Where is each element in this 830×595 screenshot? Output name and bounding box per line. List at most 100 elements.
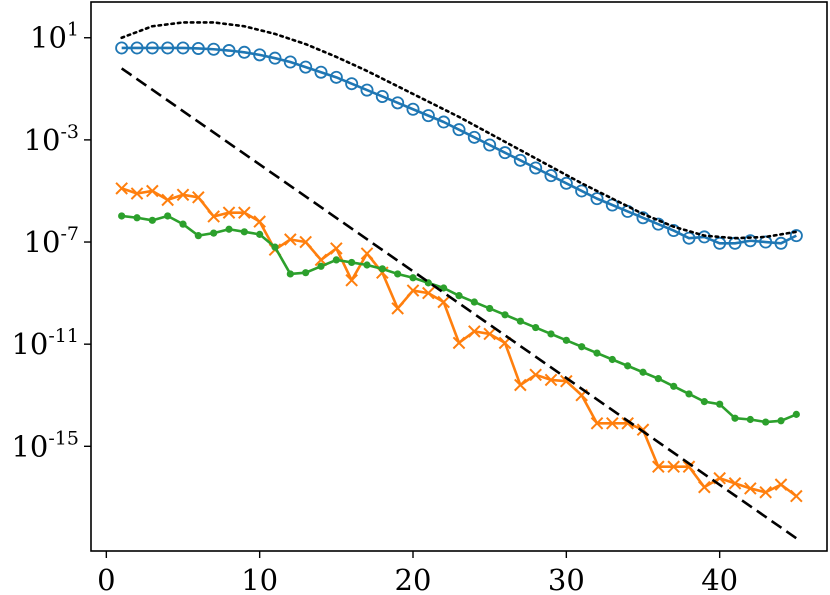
series-2-point-21 [440, 284, 448, 292]
series-2-point-10 [271, 243, 279, 251]
series-1-point-9 [253, 215, 266, 228]
series-2-point-29 [562, 336, 570, 344]
series-2-point-14 [332, 256, 340, 264]
series-2-point-40 [731, 414, 739, 422]
series-2-point-19 [409, 274, 417, 282]
series-2-point-26 [516, 317, 524, 325]
series-1-point-3 [161, 193, 174, 207]
series-2-point-13 [317, 262, 325, 270]
series-2-point-36 [670, 382, 678, 390]
series-2-point-0 [118, 212, 126, 220]
series-1-point-38 [698, 480, 711, 494]
series-0-point-19 [406, 102, 420, 116]
series-2-point-37 [685, 390, 693, 398]
series-2-point-25 [501, 311, 509, 319]
x-tick-label-1: 10 [241, 563, 278, 595]
series-0-point-5 [191, 41, 205, 55]
series-1-point-32 [606, 417, 619, 430]
x-tick-label-3: 30 [548, 563, 585, 595]
series-1-point-35 [652, 460, 665, 474]
series-2-point-2 [148, 216, 156, 224]
series-1-point-2 [146, 184, 159, 198]
series-1-point-4 [176, 188, 190, 202]
series-2-point-27 [532, 323, 540, 332]
series-0-point-22 [452, 123, 466, 137]
series-1-point-11 [284, 233, 297, 246]
series-2-point-12 [302, 269, 310, 277]
y-tick-label-4: 10-15 [11, 427, 79, 463]
series-0-point-2 [145, 41, 159, 55]
series-2-point-1 [133, 214, 141, 222]
series-1-point-0 [115, 182, 128, 195]
series-2-point-42 [762, 418, 770, 426]
series-2-point-16 [363, 261, 371, 269]
series-0-point-7 [222, 44, 236, 58]
series-2-point-11 [286, 270, 294, 278]
series-1-point-26 [514, 378, 527, 392]
series-3 [120, 67, 798, 540]
series-2-point-18 [394, 270, 402, 278]
series-4-line [120, 21, 798, 240]
series-0-point-16 [360, 83, 374, 97]
series-1-point-29 [560, 374, 573, 388]
series-3-line [120, 67, 798, 540]
series-2-point-41 [746, 415, 754, 424]
series-2-point-9 [256, 230, 264, 238]
series-1-point-42 [759, 485, 772, 499]
series-0-point-23 [467, 130, 481, 144]
series-2-point-24 [486, 304, 494, 313]
series-0-point-21 [437, 115, 451, 129]
series-0-point-12 [299, 60, 313, 74]
series-1-point-19 [406, 284, 420, 297]
series-0-point-41 [743, 234, 757, 248]
series-1-point-5 [192, 191, 205, 204]
series-2-point-43 [777, 417, 785, 425]
series-2-point-34 [639, 368, 647, 376]
series-2-point-38 [700, 398, 708, 406]
series-2-point-7 [225, 225, 233, 233]
series-1-point-8 [238, 206, 251, 219]
x-tick-label-0: 0 [97, 563, 115, 595]
series-1-point-6 [207, 210, 220, 223]
series-1-point-22 [452, 336, 466, 350]
y-tick-label-0: 101 [30, 19, 79, 55]
series-0-point-10 [268, 51, 282, 65]
series-1-point-27 [529, 368, 542, 382]
series-1-point-15 [345, 274, 358, 287]
series-0-point-9 [253, 48, 267, 62]
series-1-point-43 [774, 478, 788, 491]
series-0-point-34 [636, 211, 650, 225]
series-0-point-30 [575, 184, 589, 198]
x-axis: 0 10 20 30 40 [97, 551, 738, 595]
series-2-point-6 [210, 229, 218, 237]
series-2-point-39 [716, 400, 724, 408]
series-2-point-32 [608, 355, 616, 364]
series-0-point-11 [283, 55, 297, 69]
series-0-point-26 [513, 153, 527, 167]
series-1 [115, 182, 803, 503]
series-1-point-23 [468, 325, 481, 338]
series-2-point-44 [792, 410, 800, 418]
y-tick-label-1: 10-3 [24, 121, 79, 157]
series-0-point-15 [345, 77, 359, 91]
series-1-point-37 [682, 460, 696, 474]
series-0-point-4 [176, 41, 190, 55]
series-2-point-35 [654, 375, 662, 383]
series-1-point-18 [391, 302, 404, 315]
series-0-point-18 [391, 96, 405, 110]
series-0-point-35 [651, 217, 665, 231]
series-1-point-7 [222, 206, 236, 219]
series-2-point-28 [547, 330, 555, 338]
series-2-line [121, 214, 797, 424]
series-0-point-39 [713, 236, 727, 250]
series-0-point-42 [759, 235, 773, 249]
series-0-point-14 [329, 70, 343, 84]
series-1-point-24 [483, 327, 496, 341]
series-2-point-23 [470, 298, 478, 306]
series-2-point-17 [378, 265, 386, 273]
series-2-point-4 [179, 220, 187, 228]
series-0-point-43 [774, 236, 788, 250]
series-0-point-36 [667, 224, 681, 238]
series-2-point-3 [164, 212, 172, 220]
y-tick-label-3: 10-11 [11, 325, 79, 361]
